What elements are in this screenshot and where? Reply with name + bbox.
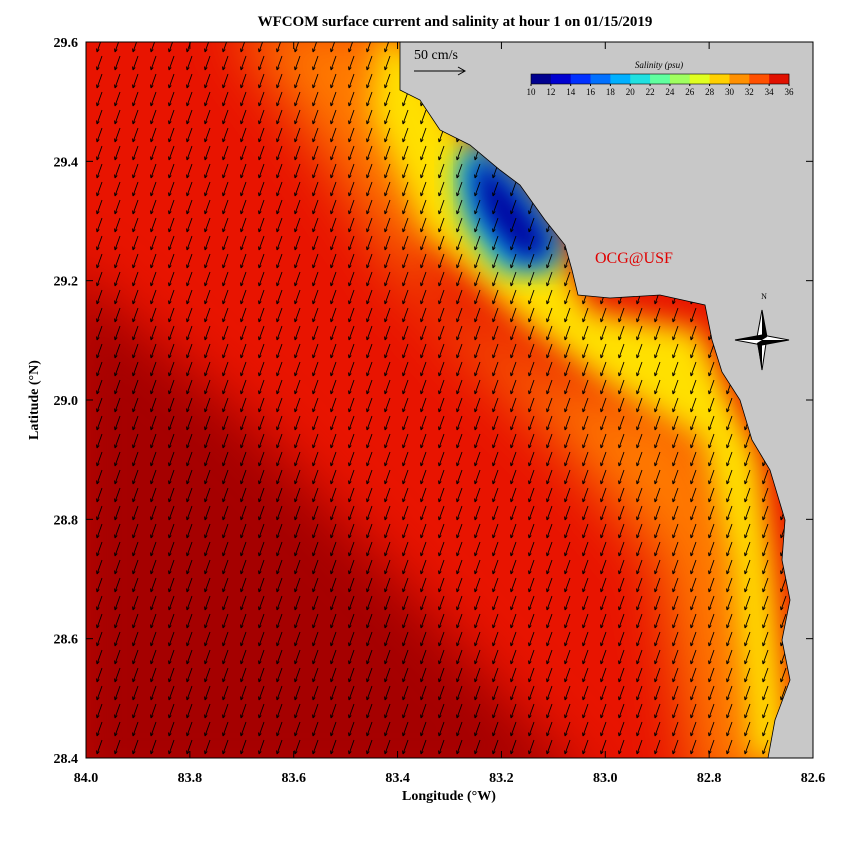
colorbar-tick-label: 20 (626, 87, 636, 97)
scale-arrow (414, 66, 467, 76)
colorbar-tick-label: 36 (785, 87, 795, 97)
x-tick-label: 83.8 (178, 771, 203, 786)
y-tick-label: 29.2 (54, 275, 79, 290)
y-tick-label: 28.6 (54, 633, 79, 648)
y-tick-label: 29.4 (54, 155, 79, 170)
x-tick-label: 83.0 (593, 771, 618, 786)
colorbar-segment (570, 74, 591, 84)
annotation: OCG@USF (595, 250, 673, 267)
x-tick-label: 84.0 (74, 771, 99, 786)
colorbar-tick-label: 14 (566, 87, 576, 97)
colorbar-segment (749, 74, 770, 84)
y-tick-label: 28.4 (54, 752, 79, 767)
colorbar-tick-label: 16 (586, 87, 596, 97)
colorbar-segment (650, 74, 671, 84)
colorbar-frame (530, 73, 790, 85)
colorbar-tick-label: 12 (546, 87, 555, 97)
salinity-field (86, 42, 813, 758)
x-tick-label: 83.4 (385, 771, 410, 786)
colorbar-tick-label: 32 (745, 87, 754, 97)
colorbar-segment (769, 74, 790, 84)
land (399, 42, 813, 758)
colorbar-tick-label: 24 (665, 87, 675, 97)
colorbar-segment (590, 74, 611, 84)
colorbar-segment (709, 74, 730, 84)
colorbar-segment (531, 74, 552, 84)
x-tick-label: 82.8 (697, 771, 722, 786)
colorbar-segment (689, 74, 710, 84)
colorbar-tick-label: 10 (527, 87, 537, 97)
scale-arrow-label: 50 cm/s (414, 48, 458, 63)
y-axis-label: Latitude (°N) (27, 360, 42, 440)
x-tick-label: 82.6 (801, 771, 826, 786)
compass: N (734, 292, 790, 371)
y-tick-label: 28.8 (54, 513, 79, 528)
colorbar-tick-label: 22 (646, 87, 655, 97)
colorbar-segment (550, 74, 571, 84)
colorbar-segment (610, 74, 631, 84)
colorbar-segment (669, 74, 691, 84)
compass-label: N (761, 292, 767, 301)
colorbar-tick-label: 28 (705, 87, 715, 97)
x-tick-label: 83.6 (281, 771, 306, 786)
colorbar-tick-label: 34 (765, 87, 775, 97)
x-tick-label: 83.2 (489, 771, 514, 786)
x-axis-label: Longitude (°W) (402, 789, 496, 804)
colorbar-label: Salinity (psu) (635, 60, 683, 70)
colorbar-segment (630, 74, 651, 84)
chart-title: WFCOM surface current and salinity at ho… (258, 14, 653, 30)
y-tick-label: 29.0 (54, 394, 79, 409)
colorbar-segment (729, 74, 750, 84)
y-tick-label: 29.6 (54, 36, 79, 51)
colorbar-tick-label: 30 (725, 87, 735, 97)
colorbar-tick-label: 26 (685, 87, 695, 97)
colorbar-tick-label: 18 (606, 87, 616, 97)
